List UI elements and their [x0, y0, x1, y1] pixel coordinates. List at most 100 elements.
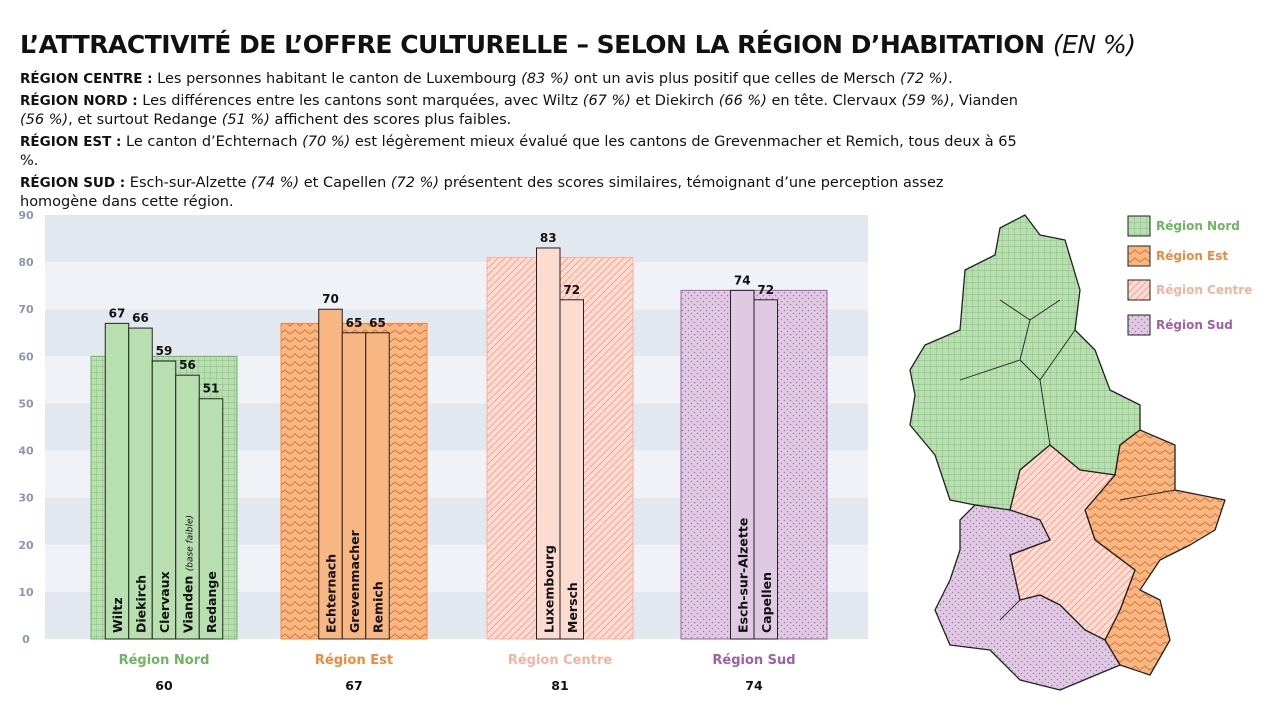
legend-label: Région Centre — [1156, 283, 1252, 297]
y-tick-label: 10 — [18, 586, 34, 599]
grid-band — [45, 215, 868, 263]
note-text: et Diekirch — [630, 93, 719, 109]
note-text: présentent des scores similaires, témoig… — [20, 175, 944, 210]
y-tick-label: 40 — [18, 445, 34, 458]
y-tick-label: 70 — [18, 303, 34, 316]
note-text: affichent des scores plus faibles. — [269, 112, 512, 128]
canton-name: Redange — [204, 571, 219, 633]
canton-note: (base faible) — [186, 515, 196, 571]
region-value: 60 — [155, 678, 173, 693]
canton-label: Mersch — [565, 582, 580, 633]
canton-bar — [753, 299, 778, 640]
value-label: 59 — [156, 344, 173, 358]
legend: Région Nord Région Est Région Centre Région… — [1127, 215, 1252, 336]
canton-label: Clervaux — [157, 571, 172, 633]
canton-name: Esch-sur-Alzette — [735, 518, 750, 633]
canton-bar — [198, 398, 224, 640]
value-label: 66 — [132, 311, 149, 325]
value-label: 72 — [563, 283, 580, 297]
title-text: L’ATTRACTIVITÉ DE L’OFFRE CULTURELLE – S… — [20, 30, 1045, 59]
note-text: ont un avis plus positif que celles de M… — [569, 71, 900, 87]
canton-bar — [365, 332, 390, 640]
canton-bar — [104, 322, 130, 640]
region-label: Région Nord — [119, 653, 210, 668]
note-text: (67 %) — [582, 93, 631, 109]
canton-bar — [559, 299, 584, 640]
legend-swatch — [1127, 314, 1151, 336]
canton-name: Diekirch — [134, 575, 149, 633]
value-label: 65 — [346, 316, 363, 330]
note-text: . — [948, 71, 953, 87]
note-text: (70 %) — [302, 134, 351, 150]
y-tick-label: 20 — [18, 539, 34, 552]
canton-label: Redange — [204, 571, 219, 633]
value-label: 67 — [109, 306, 126, 320]
canton-name: Capellen — [759, 572, 774, 633]
note-text: (72 %) — [899, 71, 949, 87]
legend-swatch — [1127, 245, 1151, 267]
note-text: , Vianden — [949, 93, 1018, 109]
note-label: RÉGION SUD : — [20, 175, 126, 191]
note-text: (51 %) — [221, 112, 270, 128]
canton-name: Grevenmacher — [347, 529, 362, 633]
canton-label: Wiltz — [110, 597, 125, 633]
region-value: 74 — [745, 678, 763, 693]
value-label: 51 — [203, 382, 220, 396]
canton-label: Esch-sur-Alzette — [735, 518, 750, 633]
y-tick-label: 30 — [18, 492, 34, 505]
note-text: (56 %) — [20, 112, 69, 128]
region-label: Région Est — [315, 653, 393, 668]
note-text: est légèrement mieux évalué que les cant… — [20, 134, 1017, 169]
canton-label: Grevenmacher — [347, 529, 362, 633]
note: RÉGION EST : Le canton d’Echternach (70 … — [20, 133, 1020, 171]
legend-swatch — [1127, 215, 1151, 237]
canton-label: Vianden (base faible) — [181, 515, 196, 633]
canton-name: Clervaux — [157, 571, 172, 633]
canton-label: Luxembourg — [541, 545, 556, 633]
region-value: 81 — [551, 678, 568, 693]
note-text: (83 %) — [521, 71, 570, 87]
note-text: (72 %) — [390, 175, 440, 191]
canton-label: Remich — [371, 581, 386, 633]
plot: 0 10 20 30 40 50 60 70 80 90 67 Wiltz 66 Diekirch 59 Cl… — [18, 209, 868, 693]
value-label: 70 — [322, 292, 339, 306]
map-region-sud — [934, 504, 1121, 691]
legend-label: Région Nord — [1156, 219, 1240, 233]
map-border — [959, 299, 1176, 621]
legend-label: Région Sud — [1156, 318, 1233, 332]
canton-label: Echternach — [324, 554, 339, 633]
canton-name: Mersch — [565, 582, 580, 633]
value-label: 83 — [540, 231, 557, 245]
title: L’ATTRACTIVITÉ DE L’OFFRE CULTURELLE – S… — [20, 30, 1136, 59]
legend-label: Région Est — [1156, 249, 1228, 263]
canton-label: Diekirch — [134, 575, 149, 633]
region-label: Région Centre — [508, 653, 613, 668]
note-text: (66 %) — [718, 93, 767, 109]
region-value: 67 — [345, 678, 362, 693]
canton-name: Vianden — [181, 576, 196, 633]
note: RÉGION NORD : Les différences entre les … — [20, 92, 1020, 130]
note: RÉGION SUD : Esch-sur-Alzette (74 %) et … — [20, 174, 1020, 212]
value-label: 65 — [369, 316, 386, 330]
canton-name: Echternach — [324, 554, 339, 633]
canton-name: Luxembourg — [541, 545, 556, 633]
value-label: 72 — [757, 283, 774, 297]
y-tick-label: 80 — [18, 256, 34, 269]
note-text: Les personnes habitant le canton de Luxe… — [152, 71, 522, 87]
value-label: 56 — [179, 358, 196, 372]
canton-label: Capellen — [759, 572, 774, 633]
note: RÉGION CENTRE : Les personnes habitant l… — [20, 70, 1020, 89]
note-text: et Capellen — [299, 175, 391, 191]
notes: RÉGION CENTRE : Les personnes habitant l… — [20, 70, 1020, 215]
note-label: RÉGION CENTRE : — [20, 71, 153, 87]
y-tick-label: 60 — [18, 350, 34, 363]
legend-swatch — [1127, 279, 1151, 301]
canton-name: Wiltz — [110, 597, 125, 633]
region-label: Région Sud — [712, 653, 795, 668]
map — [909, 214, 1226, 691]
note-text: (59 %) — [901, 93, 950, 109]
value-label: 74 — [734, 273, 751, 287]
title-unit: (EN %) — [1052, 30, 1136, 59]
